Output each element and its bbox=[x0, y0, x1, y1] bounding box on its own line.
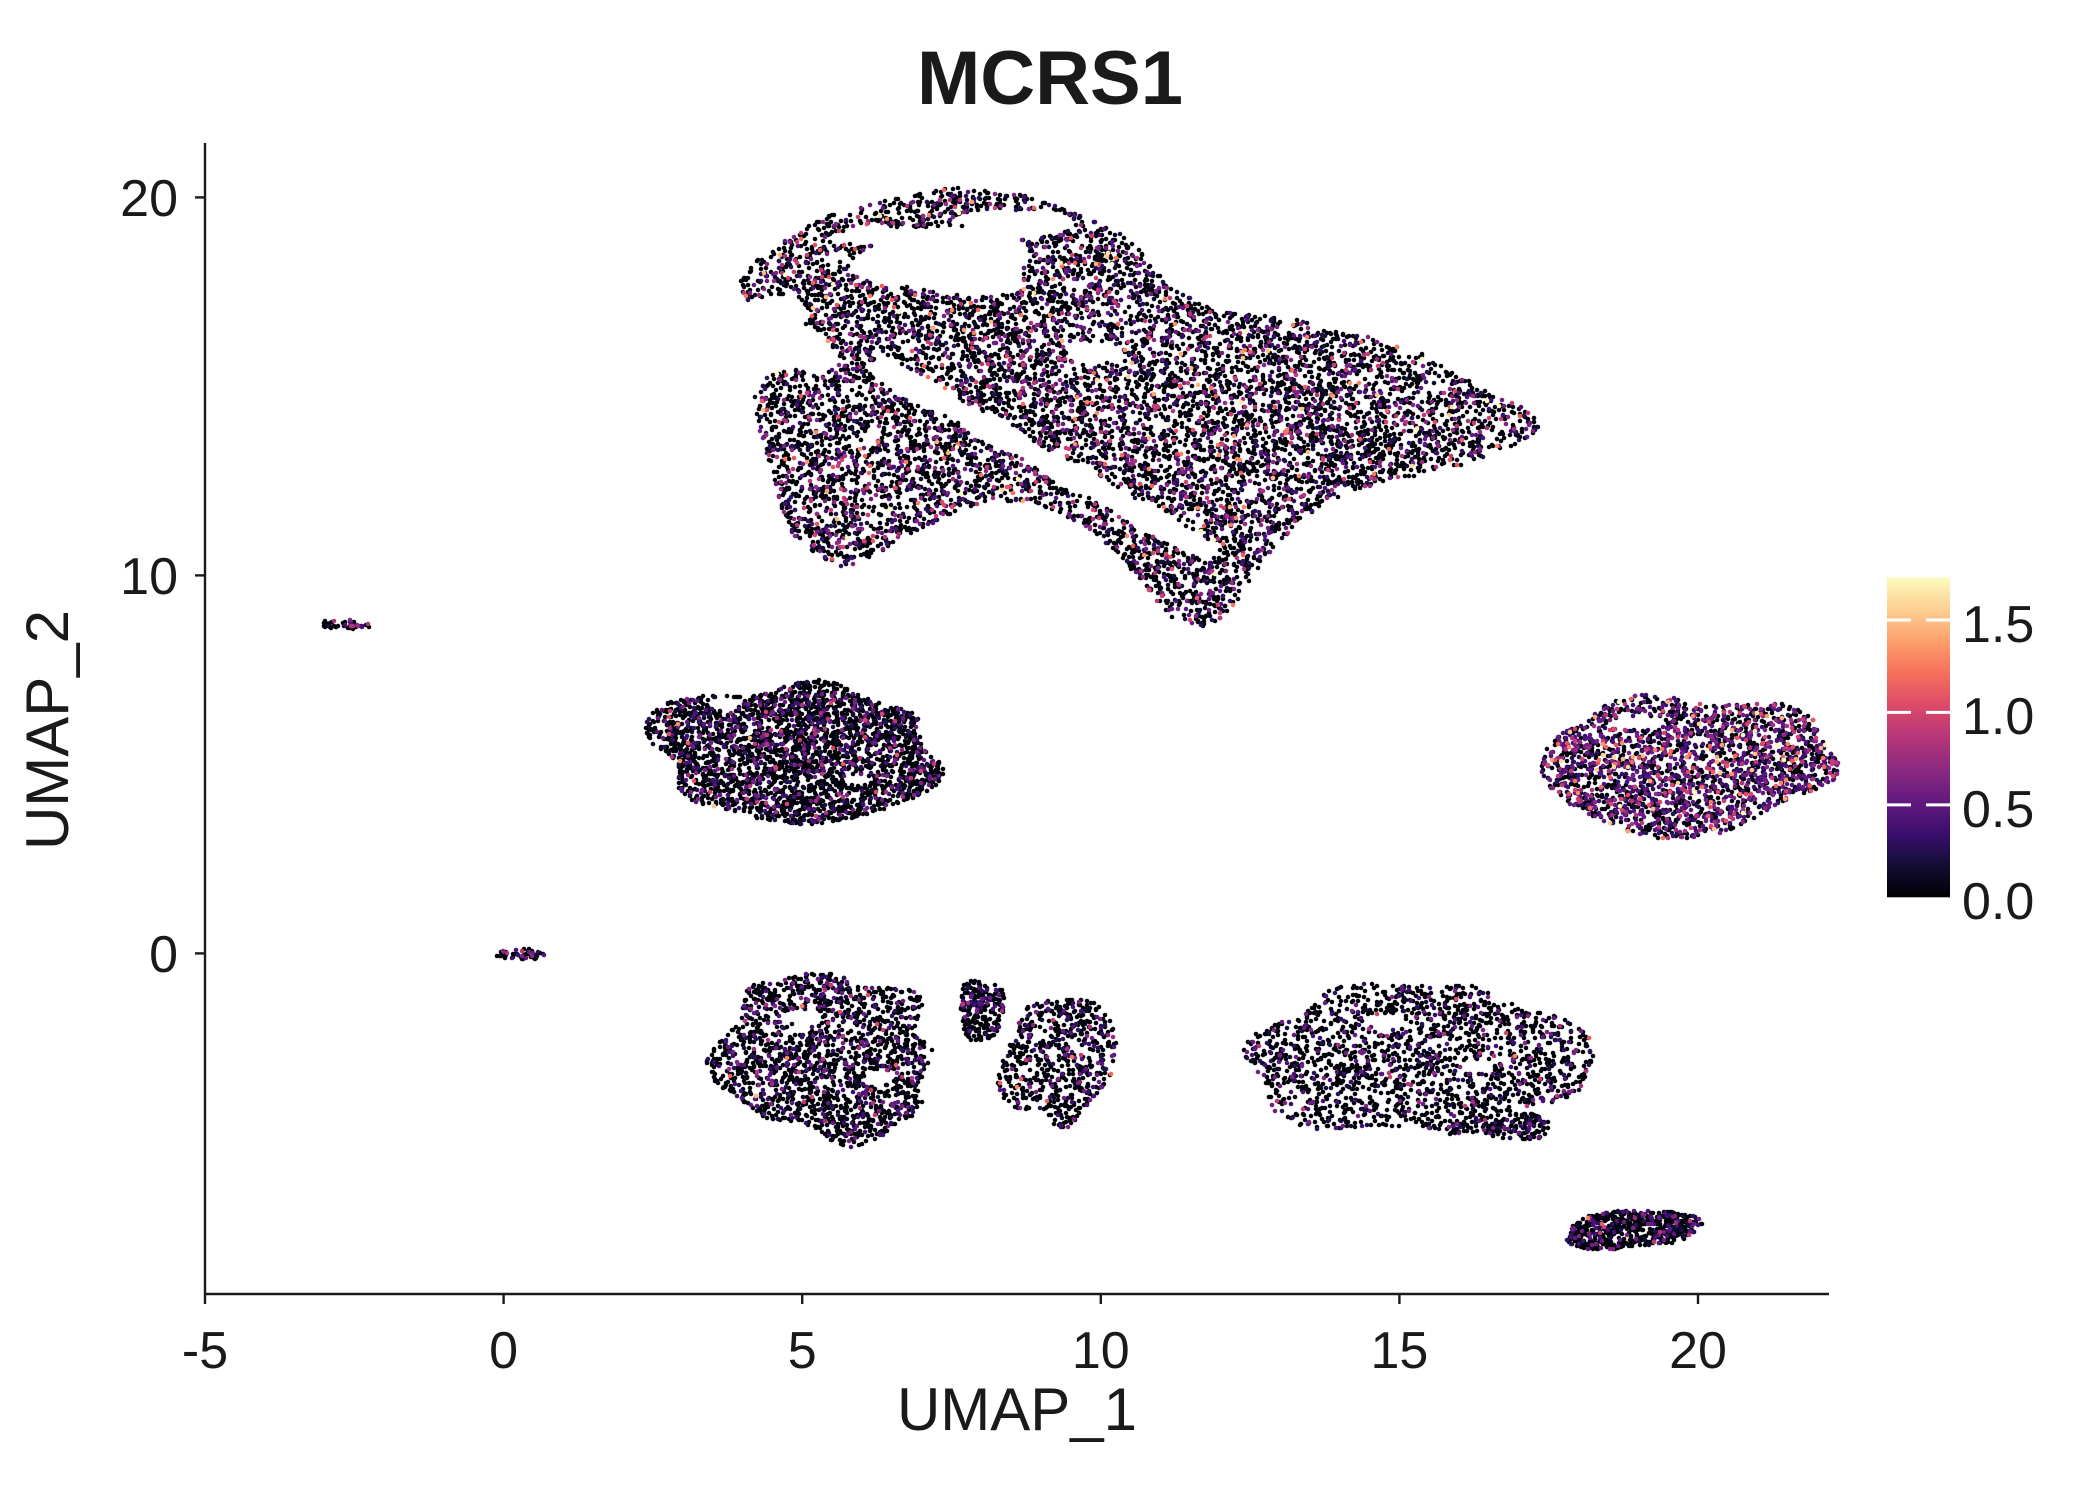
svg-text:UMAP_1: UMAP_1 bbox=[897, 1376, 1137, 1443]
svg-text:0.5: 0.5 bbox=[1962, 781, 2034, 839]
svg-text:0: 0 bbox=[489, 1322, 518, 1380]
svg-text:1.0: 1.0 bbox=[1962, 688, 2034, 746]
svg-text:1.5: 1.5 bbox=[1962, 596, 2034, 654]
svg-text:15: 15 bbox=[1370, 1322, 1428, 1380]
svg-text:0.0: 0.0 bbox=[1962, 873, 2034, 931]
svg-text:20: 20 bbox=[1669, 1322, 1727, 1380]
svg-text:5: 5 bbox=[788, 1322, 817, 1380]
svg-text:20: 20 bbox=[120, 170, 178, 228]
svg-text:-5: -5 bbox=[182, 1322, 228, 1380]
svg-text:0: 0 bbox=[149, 926, 178, 984]
svg-text:10: 10 bbox=[120, 548, 178, 606]
svg-text:10: 10 bbox=[1072, 1322, 1130, 1380]
svg-text:UMAP_2: UMAP_2 bbox=[14, 610, 81, 850]
